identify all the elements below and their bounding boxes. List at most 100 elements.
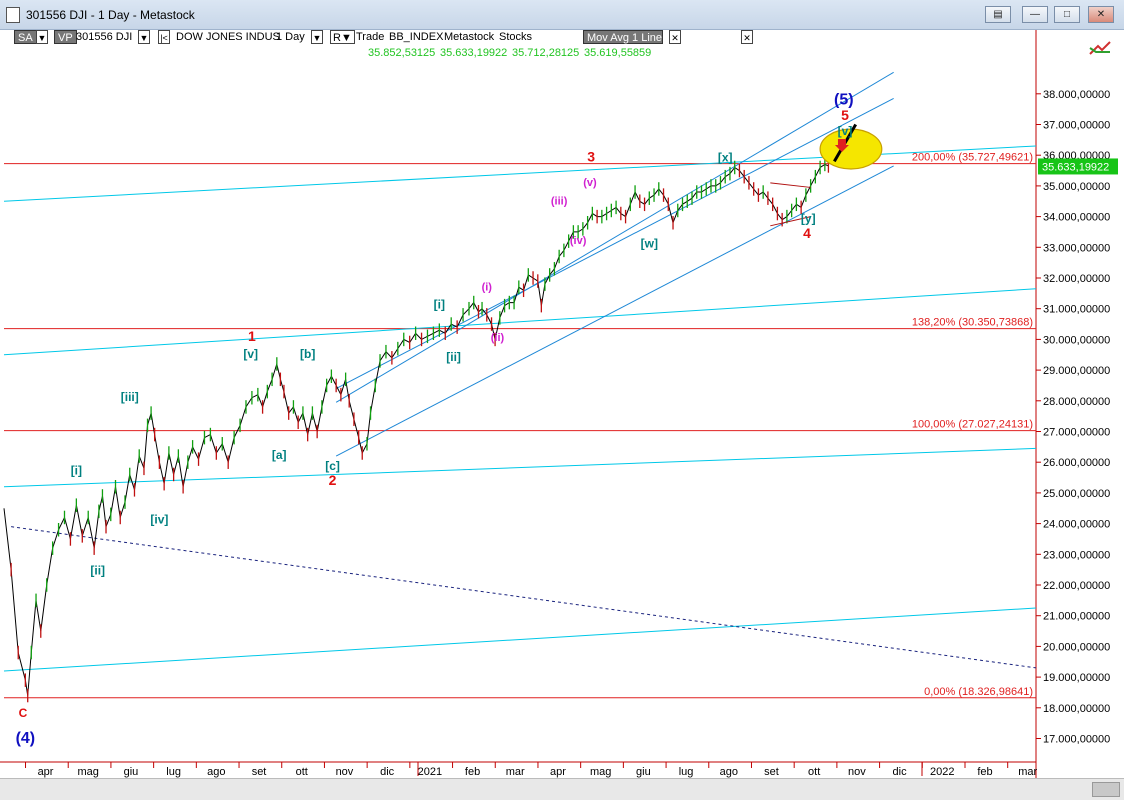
time-tick-label: mar <box>506 766 525 778</box>
price-tick-label: 24.000,00000 <box>1043 519 1110 531</box>
price-tick-label: 19.000,00000 <box>1043 672 1110 684</box>
last-price-marker <box>1038 158 1118 175</box>
price-tick-label: 23.000,00000 <box>1043 549 1110 561</box>
ohlc-close: 35.619,55859 <box>584 47 652 59</box>
wave-label: [v] <box>243 347 258 361</box>
channel-line[interactable] <box>335 165 894 457</box>
symbol-label: 301556 DJI <box>76 31 133 43</box>
wave-label: (ii) <box>491 332 505 344</box>
wave-label: [y] <box>801 212 816 226</box>
wave-label: [i] <box>434 298 445 312</box>
price-tick-label: 37.000,00000 <box>1043 120 1110 132</box>
trend-arrows-icon[interactable] <box>1088 40 1112 56</box>
price-tick-label: 30.000,00000 <box>1043 334 1110 346</box>
trend-line[interactable] <box>3 607 1037 672</box>
price-tick-label: 20.000,00000 <box>1043 641 1110 653</box>
trade-label: Trade <box>356 31 385 43</box>
wave-label: (iv) <box>570 235 587 247</box>
price-tick-label: 31.000,00000 <box>1043 304 1110 316</box>
triangle-lower-line[interactable] <box>770 216 811 227</box>
fib-level-label: 138,20% (30.350,73868) <box>912 317 1033 329</box>
wave-label: [iii] <box>121 390 139 404</box>
indicator-close-icon[interactable]: ✕ <box>669 30 681 44</box>
index-label: BB_INDEX <box>389 31 444 43</box>
price-tick-label: 38.000,00000 <box>1043 89 1110 101</box>
wave-label: 4 <box>803 225 811 241</box>
time-tick-label: apr <box>38 766 54 778</box>
time-tick-label: 2021 <box>418 766 442 778</box>
wave-label: [i] <box>71 463 82 477</box>
time-tick-label: dic <box>380 766 395 778</box>
wave-label: [w] <box>641 236 658 250</box>
security-name: DOW JONES INDUS <box>176 31 280 43</box>
wave-label: C <box>19 706 28 720</box>
down-arrow-icon <box>834 139 849 153</box>
channel-line[interactable] <box>335 97 894 389</box>
price-tick-label: 34.000,00000 <box>1043 212 1110 224</box>
wave-label: [v] <box>838 124 853 138</box>
trend-line[interactable] <box>3 288 1037 356</box>
time-tick-label: mar <box>1018 766 1037 778</box>
wave-label: [c] <box>325 459 340 473</box>
sa-dropdown-icon[interactable]: ▼ <box>36 30 48 44</box>
plot-area <box>4 60 1036 762</box>
time-tick-label: lug <box>679 766 694 778</box>
scrollbar-thumb[interactable] <box>1092 782 1120 797</box>
time-tick-label: giu <box>124 766 139 778</box>
trend-line[interactable] <box>3 447 1037 488</box>
triangle-upper-line[interactable] <box>770 182 811 188</box>
horizontal-scrollbar[interactable] <box>0 778 1124 800</box>
channel-line[interactable] <box>335 71 894 403</box>
time-tick-label: 2022 <box>930 766 954 778</box>
wave-label: 3 <box>587 148 595 164</box>
ohlc-low: 35.712,28125 <box>512 47 580 59</box>
wave-label: [b] <box>300 347 315 361</box>
refresh-dropdown-icon: ▼ <box>340 32 352 44</box>
price-tick-label: 29.000,00000 <box>1043 365 1110 377</box>
indicator-label[interactable]: Mov Avg 1 Line <box>583 30 663 44</box>
refresh-label: R <box>333 32 341 44</box>
restore-button[interactable]: ▤ <box>985 6 1011 23</box>
time-tick-label: apr <box>550 766 566 778</box>
chart-toolbar: SA ▼ VP 301556 DJI ▼ |< DOW JONES INDUS … <box>0 30 1124 55</box>
minimize-button[interactable]: — <box>1022 6 1048 23</box>
time-tick-label: mag <box>78 766 99 778</box>
time-tick-label: ott <box>296 766 308 778</box>
maximize-button[interactable]: □ <box>1054 6 1080 23</box>
wave-label: 5 <box>841 107 849 123</box>
fib-level-label: 0,00% (18.326,98641) <box>924 686 1033 698</box>
wave-label: (iii) <box>551 195 568 207</box>
symbol-dropdown-icon[interactable]: ▼ <box>138 30 150 44</box>
period-label: 1 Day <box>276 31 305 43</box>
wave-label: [ii] <box>90 563 105 577</box>
close-button[interactable]: ✕ <box>1088 6 1114 23</box>
wave-label: 1 <box>248 328 256 344</box>
time-tick-label: ago <box>720 766 738 778</box>
interval-icon[interactable]: |< <box>158 30 170 44</box>
price-tick-label: 27.000,00000 <box>1043 427 1110 439</box>
refresh-button[interactable]: R▼ <box>330 30 355 44</box>
price-chart[interactable]: 200,00% (35.727,49621) 138,20% (30.350,73… <box>0 0 1124 778</box>
window-title: 301556 DJI - 1 Day - Metastock <box>26 8 195 22</box>
time-tick-label: feb <box>465 766 480 778</box>
wave-label: [ii] <box>446 350 461 364</box>
title-bar: 301556 DJI - 1 Day - Metastock ▤ — □ ✕ <box>0 0 1124 30</box>
document-icon <box>6 7 20 23</box>
wave-label: (5) <box>834 92 854 109</box>
time-tick-label: nov <box>848 766 866 778</box>
vp-button[interactable]: VP <box>54 30 77 44</box>
time-tick-label: set <box>764 766 779 778</box>
chart-close-icon[interactable]: ✕ <box>741 30 753 44</box>
price-tick-label: 32.000,00000 <box>1043 273 1110 285</box>
period-dropdown-icon[interactable]: ▼ <box>311 30 323 44</box>
sa-button[interactable]: SA <box>14 30 37 44</box>
price-tick-label: 35.000,00000 <box>1043 181 1110 193</box>
last-price-label: 35.633,19922 <box>1042 161 1109 173</box>
wave-label: 2 <box>329 472 337 488</box>
price-tick-label: 26.000,00000 <box>1043 457 1110 469</box>
time-tick-label: ott <box>808 766 820 778</box>
dotted-trend-line[interactable] <box>11 526 1037 669</box>
time-tick-label: giu <box>636 766 651 778</box>
price-tick-label: 25.000,00000 <box>1043 488 1110 500</box>
wave-label: (i) <box>482 281 493 293</box>
